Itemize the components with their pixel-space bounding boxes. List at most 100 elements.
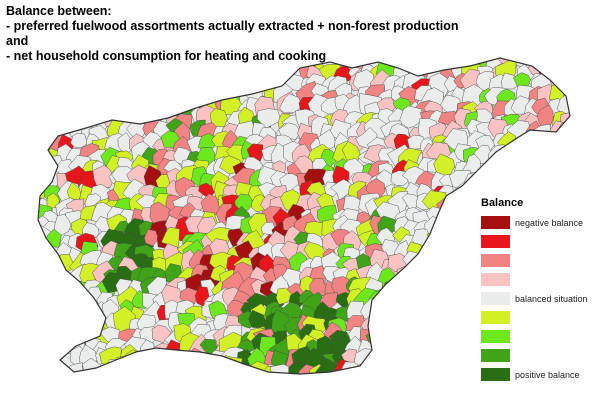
municipality-patch	[462, 360, 481, 374]
municipality-patch	[408, 58, 428, 73]
municipality-patch	[70, 63, 93, 84]
municipality-patch	[432, 253, 456, 280]
municipality-patch	[370, 341, 395, 361]
municipality-patch	[234, 62, 253, 82]
municipality-patch	[451, 217, 476, 237]
municipality-patch	[50, 86, 73, 107]
municipality-patch	[533, 133, 555, 157]
municipality-patch	[442, 319, 459, 337]
municipality-patch	[548, 135, 567, 154]
municipality-patch	[446, 240, 473, 266]
municipality-patch	[438, 58, 459, 67]
municipality-patch	[426, 293, 449, 314]
municipality-patch	[226, 76, 248, 97]
municipality-patch	[197, 75, 216, 97]
municipality-patch	[476, 168, 500, 193]
legend-item-balanced-situation: balanced situation	[481, 289, 588, 308]
municipality-patch	[551, 161, 570, 182]
municipality-patch	[426, 280, 449, 300]
municipality-patch	[176, 85, 196, 99]
municipality-patch	[456, 288, 473, 307]
municipality-patch	[500, 154, 521, 177]
municipality-patch	[365, 361, 390, 374]
municipality-patch	[557, 121, 570, 141]
municipality-patch	[377, 316, 399, 335]
municipality-patch	[504, 167, 523, 186]
municipality-patch	[114, 58, 137, 70]
municipality-patch	[38, 58, 47, 72]
municipality-patch	[38, 75, 52, 100]
municipality-patch	[38, 265, 51, 284]
municipality-patch	[128, 361, 156, 374]
municipality-patch	[38, 143, 41, 164]
municipality-patch	[132, 89, 151, 104]
municipality-patch	[119, 59, 142, 78]
legend-item-moderate-surplus	[481, 327, 588, 346]
municipality-patch	[535, 58, 557, 68]
municipality-patch	[461, 280, 482, 302]
municipality-patch	[417, 288, 439, 313]
municipality-patch	[539, 149, 560, 167]
municipality-patch	[554, 173, 570, 190]
municipality-patch	[38, 171, 50, 190]
municipality-patch	[43, 313, 65, 335]
legend-swatch	[481, 330, 510, 343]
municipality-patch	[123, 58, 145, 72]
municipality-patch	[156, 350, 172, 367]
municipality-patch	[50, 302, 75, 323]
municipality-patch	[18, 278, 33, 302]
municipality-patch	[379, 346, 402, 373]
municipality-patch	[38, 120, 53, 140]
municipality-patch	[215, 58, 234, 69]
municipality-patch	[458, 301, 483, 323]
municipality-patch	[17, 55, 35, 73]
municipality-patch	[38, 160, 40, 177]
municipality-patch	[418, 328, 439, 345]
municipality-patch	[382, 297, 404, 321]
municipality-patch	[413, 279, 434, 302]
municipality-patch	[553, 148, 570, 165]
municipality-patch	[256, 108, 281, 129]
municipality-patch	[453, 313, 473, 332]
legend-swatch	[481, 311, 510, 324]
title-line-1: Balance between:	[6, 4, 112, 18]
municipality-patch	[532, 156, 557, 182]
municipality-patch	[126, 72, 148, 98]
municipality-patch	[75, 83, 98, 103]
municipality-patch	[38, 306, 43, 324]
municipality-patch	[59, 100, 77, 121]
municipality-patch	[39, 351, 62, 374]
municipality-patch	[512, 154, 531, 175]
municipality-patch	[126, 58, 152, 83]
municipality-patch	[108, 59, 125, 78]
municipality-patch	[401, 292, 420, 310]
municipality-patch	[443, 325, 461, 347]
municipality-patch	[141, 71, 164, 94]
municipality-patch	[153, 65, 172, 86]
municipality-patch	[129, 93, 150, 118]
municipality-patch	[429, 263, 449, 282]
municipality-patch	[521, 170, 544, 194]
municipality-patch	[452, 364, 473, 374]
municipality-patch	[137, 362, 159, 374]
municipality-patch	[38, 325, 59, 353]
municipality-patch	[556, 149, 570, 169]
municipality-patch	[392, 341, 418, 363]
municipality-patch	[279, 93, 303, 114]
municipality-patch	[222, 58, 243, 70]
legend-item-slight-surplus	[481, 308, 588, 327]
municipality-patch	[91, 94, 111, 113]
municipality-patch	[454, 252, 476, 272]
municipality-patch	[521, 157, 543, 180]
municipality-patch	[398, 105, 423, 129]
municipality-patch	[444, 358, 465, 374]
municipality-patch	[457, 269, 474, 288]
municipality-patch	[188, 360, 205, 374]
municipality-patch	[521, 130, 544, 150]
legend-swatch	[481, 292, 510, 305]
municipality-patch	[55, 105, 76, 129]
municipality-patch	[393, 350, 413, 373]
legend-item-slight-deficit	[481, 270, 588, 289]
municipality-patch	[38, 278, 53, 298]
municipality-patch	[91, 83, 112, 103]
